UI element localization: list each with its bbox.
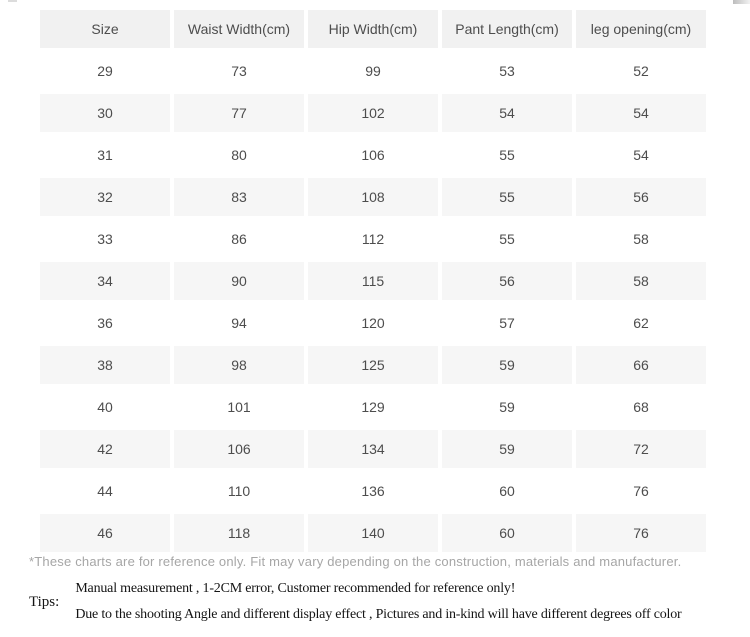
table-cell: 57 xyxy=(499,315,515,331)
table-cell: 36 xyxy=(97,315,113,331)
table-cell: 58 xyxy=(633,231,649,247)
size-chart-header: Size Waist Width(cm) Hip Width(cm) Pant Len… xyxy=(40,10,706,48)
column-header: Waist Width(cm) xyxy=(174,10,304,48)
table-cell: 94 xyxy=(231,315,247,331)
table-row: 38 98 125 59 66 xyxy=(40,346,706,384)
table-row: 44 110 136 60 76 xyxy=(40,472,706,510)
size-chart-body: 29 73 99 53 52 30 77 102 54 54 31 80 106 55 54 32 83 108 5… xyxy=(40,52,706,552)
table-cell: 68 xyxy=(633,399,649,415)
table-cell: 76 xyxy=(576,514,706,552)
table-cell: 59 xyxy=(442,430,572,468)
table-cell: 55 xyxy=(442,178,572,216)
table-cell: 76 xyxy=(633,483,649,499)
reference-disclaimer: *These charts are for reference only. Fi… xyxy=(29,554,682,569)
table-cell: 58 xyxy=(576,262,706,300)
table-row: 42 106 134 59 72 xyxy=(40,430,706,468)
tips-line-measurement: Manual measurement , 1-2CM error, Custom… xyxy=(75,581,516,596)
table-row: 34 90 115 56 58 xyxy=(40,262,706,300)
table-row: 29 73 99 53 52 xyxy=(40,52,706,90)
table-cell: 33 xyxy=(97,231,113,247)
table-cell: 115 xyxy=(308,262,438,300)
edge-artifact xyxy=(8,0,17,2)
table-cell: 108 xyxy=(308,178,438,216)
table-cell: 102 xyxy=(308,94,438,132)
table-cell: 62 xyxy=(633,315,649,331)
size-chart-table: Size Waist Width(cm) Hip Width(cm) Pant Len… xyxy=(36,6,710,556)
tips-line-color: Due to the shooting Angle and different … xyxy=(75,607,682,622)
table-cell: 38 xyxy=(40,346,170,384)
table-cell: 56 xyxy=(442,262,572,300)
table-row: 30 77 102 54 54 xyxy=(40,94,706,132)
table-cell: 56 xyxy=(576,178,706,216)
table-cell: 40 xyxy=(97,399,113,415)
table-cell: 42 xyxy=(40,430,170,468)
column-header: Size xyxy=(40,10,170,48)
table-cell: 32 xyxy=(40,178,170,216)
column-header: Hip Width(cm) xyxy=(308,10,438,48)
table-cell: 86 xyxy=(231,231,247,247)
table-cell: 120 xyxy=(361,315,385,331)
table-row: 32 83 108 55 56 xyxy=(40,178,706,216)
tips-label: Tips: xyxy=(29,593,60,610)
table-cell: 106 xyxy=(174,430,304,468)
table-cell: 29 xyxy=(97,63,113,79)
table-cell: 129 xyxy=(361,399,385,415)
table-cell: 59 xyxy=(442,346,572,384)
table-cell: 52 xyxy=(633,63,649,79)
table-cell: 110 xyxy=(227,483,251,499)
table-cell: 72 xyxy=(576,430,706,468)
table-row: 40 101 129 59 68 xyxy=(40,388,706,426)
table-cell: 112 xyxy=(361,231,385,247)
table-cell: 59 xyxy=(499,399,515,415)
table-cell: 90 xyxy=(174,262,304,300)
table-cell: 55 xyxy=(499,147,515,163)
tips-block: Tips: Manual measurement , 1-2CM error, … xyxy=(29,576,682,628)
table-row: 46 118 140 60 76 xyxy=(40,514,706,552)
table-cell: 31 xyxy=(97,147,113,163)
table-row: 31 80 106 55 54 xyxy=(40,136,706,174)
table-cell: 54 xyxy=(576,94,706,132)
table-cell: 60 xyxy=(499,483,515,499)
table-cell: 44 xyxy=(97,483,113,499)
table-cell: 55 xyxy=(499,231,515,247)
table-cell: 54 xyxy=(442,94,572,132)
table-cell: 101 xyxy=(227,399,251,415)
column-header: Pant Length(cm) xyxy=(442,10,572,48)
column-header: leg opening(cm) xyxy=(576,10,706,48)
table-cell: 54 xyxy=(633,147,649,163)
table-row: 33 86 112 55 58 xyxy=(40,220,706,258)
header-row: Size Waist Width(cm) Hip Width(cm) Pant Len… xyxy=(40,10,706,48)
table-cell: 140 xyxy=(308,514,438,552)
table-cell: 99 xyxy=(365,63,381,79)
table-cell: 118 xyxy=(174,514,304,552)
table-cell: 106 xyxy=(361,147,385,163)
table-cell: 34 xyxy=(40,262,170,300)
tips-lines: Manual measurement , 1-2CM error, Custom… xyxy=(75,576,681,628)
table-cell: 73 xyxy=(231,63,247,79)
table-cell: 66 xyxy=(576,346,706,384)
size-chart-container: Size Waist Width(cm) Hip Width(cm) Pant Len… xyxy=(36,6,710,556)
table-cell: 53 xyxy=(499,63,515,79)
table-cell: 83 xyxy=(174,178,304,216)
table-cell: 77 xyxy=(174,94,304,132)
table-cell: 125 xyxy=(308,346,438,384)
scrollbar-fragment xyxy=(733,0,750,4)
table-cell: 80 xyxy=(231,147,247,163)
table-cell: 30 xyxy=(40,94,170,132)
table-cell: 98 xyxy=(174,346,304,384)
table-cell: 46 xyxy=(40,514,170,552)
table-row: 36 94 120 57 62 xyxy=(40,304,706,342)
table-cell: 136 xyxy=(361,483,385,499)
table-cell: 134 xyxy=(308,430,438,468)
table-cell: 60 xyxy=(442,514,572,552)
